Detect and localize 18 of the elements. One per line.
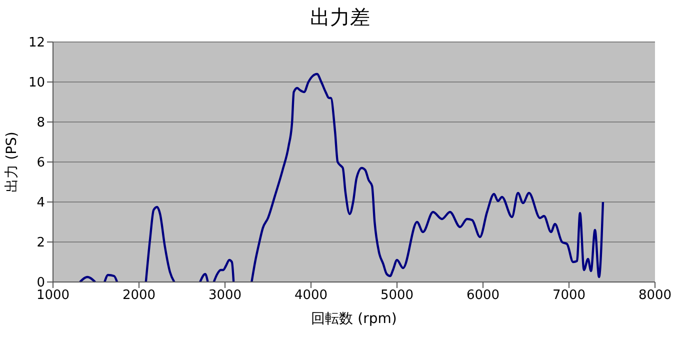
x-tick-label: 2000 [122, 288, 156, 304]
y-tick-label: 6 [36, 156, 45, 171]
x-tick-label: 5000 [380, 288, 414, 304]
y-tick-label: 8 [36, 116, 45, 131]
y-tick-label: 12 [28, 36, 45, 51]
y-tick-label: 10 [28, 76, 45, 91]
y-tick-label: 4 [36, 196, 45, 211]
x-tick-label: 8000 [638, 288, 672, 304]
x-tick-label: 3000 [208, 288, 242, 304]
y-axis-title: 出力 (PS) [4, 132, 20, 192]
chart-title: 出力差 [309, 4, 371, 31]
y-tick-label: 0 [36, 276, 45, 291]
x-tick-label: 1000 [36, 288, 70, 304]
x-tick-label: 6000 [466, 288, 500, 304]
x-tick-label: 4000 [294, 288, 328, 304]
x-tick-label: 7000 [552, 288, 586, 304]
x-axis-title: 回転数 (rpm) [311, 311, 397, 327]
y-tick-label: 2 [36, 236, 45, 251]
